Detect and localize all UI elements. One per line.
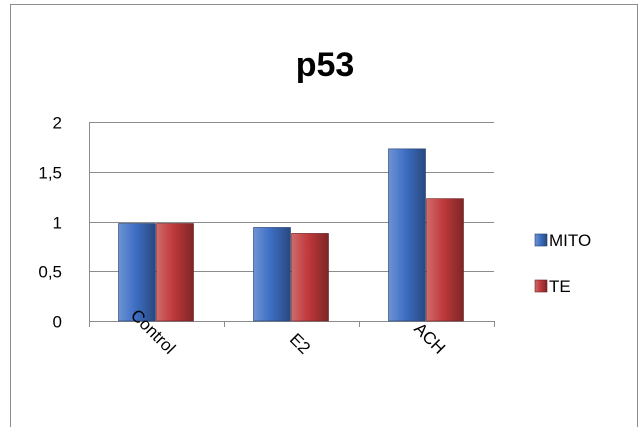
bars — [118, 148, 464, 322]
bar-te-control — [156, 223, 194, 322]
bar-te-ach — [426, 198, 464, 322]
bar-mito-ach — [388, 148, 426, 322]
legend: MITO TE — [534, 231, 591, 296]
y-tick-labels: 0 0,5 1 1,5 2 — [38, 114, 62, 332]
y-tick-label: 0,5 — [38, 263, 62, 282]
chart-frame — [10, 4, 638, 427]
y-tick-label: 1 — [53, 214, 62, 233]
chart-title: p53 — [296, 46, 355, 84]
y-tick-label: 0 — [53, 313, 62, 332]
y-tick-label: 1,5 — [38, 164, 62, 183]
legend-label-mito: MITO — [549, 231, 591, 250]
axes — [89, 122, 495, 327]
bar-te-e2 — [291, 233, 329, 322]
legend-swatch-mito — [534, 233, 548, 247]
bar-mito-control — [118, 223, 156, 322]
legend-swatch-te — [534, 279, 548, 293]
y-tick-label: 2 — [53, 114, 62, 133]
legend-label-te: TE — [549, 277, 571, 296]
bar-mito-e2 — [253, 227, 291, 322]
